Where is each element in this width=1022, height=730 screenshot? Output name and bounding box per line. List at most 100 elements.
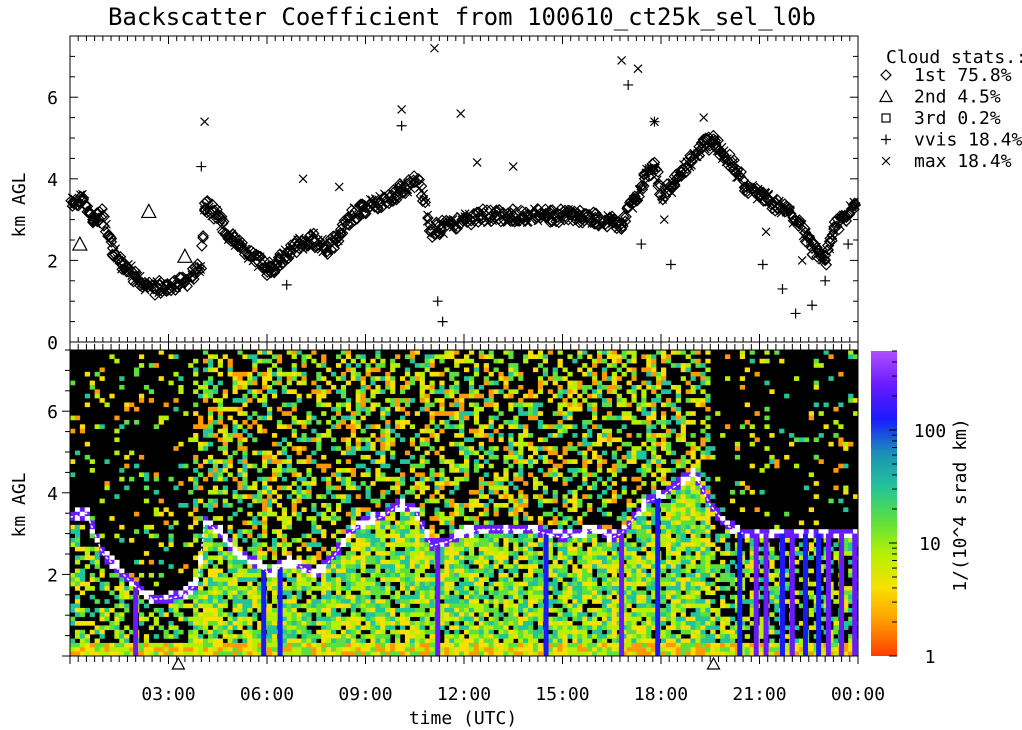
heatmap-cell: [449, 603, 455, 609]
heatmap-cell: [153, 511, 159, 517]
heatmap-cell: [217, 468, 223, 473]
heatmap-cell: [493, 590, 499, 596]
heatmap-cell: [129, 476, 135, 482]
heatmap-cell: [508, 603, 514, 609]
heatmap-cell: [252, 419, 258, 425]
heatmap-cell: [276, 559, 283, 565]
heatmap-cell: [109, 647, 115, 652]
heatmap-cell: [419, 559, 425, 565]
heatmap-cell: [316, 572, 322, 578]
heatmap-cell: [429, 524, 435, 530]
heatmap-cell: [222, 503, 228, 508]
heatmap-cell: [222, 433, 228, 438]
diamond-marker: [195, 262, 208, 275]
heatmap-cell: [483, 367, 489, 373]
heatmap-cell: [193, 358, 199, 364]
heatmap-cell: [380, 406, 386, 412]
diamond-marker: [541, 207, 554, 219]
heatmap-cell: [79, 638, 86, 644]
heatmap-cell: [532, 638, 539, 644]
heatmap-cell: [449, 612, 455, 617]
legend-entry: 3rd 0.2%: [914, 108, 1001, 129]
heatmap-cell: [193, 612, 199, 617]
heatmap-cell: [439, 389, 445, 395]
heatmap-cell: [267, 546, 273, 552]
heatmap-cell: [198, 612, 204, 617]
heatmap-cell: [257, 625, 263, 631]
heatmap-cell: [380, 411, 386, 416]
heatmap-cell: [454, 546, 460, 552]
heatmap-cell: [227, 642, 233, 648]
heatmap-cell: [385, 590, 391, 596]
cross-marker: [650, 117, 659, 127]
heatmap-cell: [473, 533, 480, 539]
heatmap-cell: [114, 586, 120, 591]
heatmap-cell: [424, 406, 430, 412]
heatmap-cell: [281, 621, 287, 626]
heatmap-cell: [276, 459, 283, 464]
heatmap-cell: [124, 651, 130, 657]
heatmap-cell: [227, 437, 233, 443]
heatmap-cell: [464, 607, 470, 613]
heatmap-cell: [523, 459, 529, 464]
heatmap-cell: [321, 634, 327, 639]
cross-marker: [456, 109, 466, 118]
heatmap-cell: [296, 546, 302, 552]
heatmap-cell: [271, 572, 278, 578]
diamond-marker: [333, 230, 346, 242]
heatmap-cell: [537, 568, 544, 574]
heatmap-cell: [483, 529, 489, 534]
heatmap-cell: [340, 568, 347, 574]
heatmap-cell: [493, 402, 499, 408]
heatmap-cell: [404, 533, 411, 539]
heatmap-cell: [557, 537, 563, 543]
heatmap-cell: [365, 406, 371, 412]
heatmap-cell: [562, 564, 568, 569]
heatmap-cell: [390, 551, 396, 556]
heatmap-cell: [399, 494, 406, 499]
heatmap-cell: [537, 384, 544, 390]
heatmap-cell: [326, 433, 332, 438]
heatmap-cell: [508, 651, 514, 657]
heatmap-cell: [503, 542, 509, 548]
heatmap-cell: [419, 503, 425, 508]
heatmap-cell: [114, 559, 120, 565]
heatmap-cell: [414, 371, 420, 377]
heatmap-cell: [74, 450, 81, 456]
heatmap-cell: [286, 612, 292, 617]
heatmap-cell: [459, 476, 465, 482]
heatmap-cell: [217, 559, 223, 565]
heatmap-cell: [301, 625, 307, 631]
diamond-marker: [628, 193, 641, 206]
heatmap-cell: [158, 594, 164, 600]
heatmap-cell: [375, 634, 381, 639]
heatmap-cell: [252, 376, 258, 381]
heatmap-cell: [306, 621, 312, 626]
heatmap-cell: [79, 428, 86, 434]
heatmap-cell: [222, 612, 228, 617]
heatmap-cell: [257, 634, 263, 639]
heatmap-cell: [409, 489, 416, 495]
heatmap-cell: [390, 586, 396, 591]
heatmap-cell: [301, 612, 307, 617]
heatmap-cell: [488, 389, 494, 395]
heatmap-cell: [345, 446, 352, 451]
heatmap-cell: [518, 590, 524, 596]
heatmap-cell: [202, 629, 209, 635]
heatmap-cell: [286, 568, 292, 574]
heatmap-cell: [468, 402, 475, 408]
heatmap-cell: [542, 437, 549, 443]
heatmap-cell: [478, 594, 484, 600]
heatmap-cell: [508, 454, 514, 460]
heatmap-cell: [316, 529, 322, 534]
heatmap-cell: [163, 546, 169, 552]
heatmap-cell: [537, 419, 544, 425]
heatmap-cell: [464, 533, 470, 539]
heatmap-cell: [439, 402, 445, 408]
heatmap-cell: [193, 599, 199, 604]
heatmap-cell: [124, 454, 130, 460]
heatmap-cell: [350, 507, 356, 513]
heatmap-cell: [464, 524, 470, 530]
heatmap-cell: [217, 642, 223, 648]
heatmap-cell: [257, 476, 263, 482]
